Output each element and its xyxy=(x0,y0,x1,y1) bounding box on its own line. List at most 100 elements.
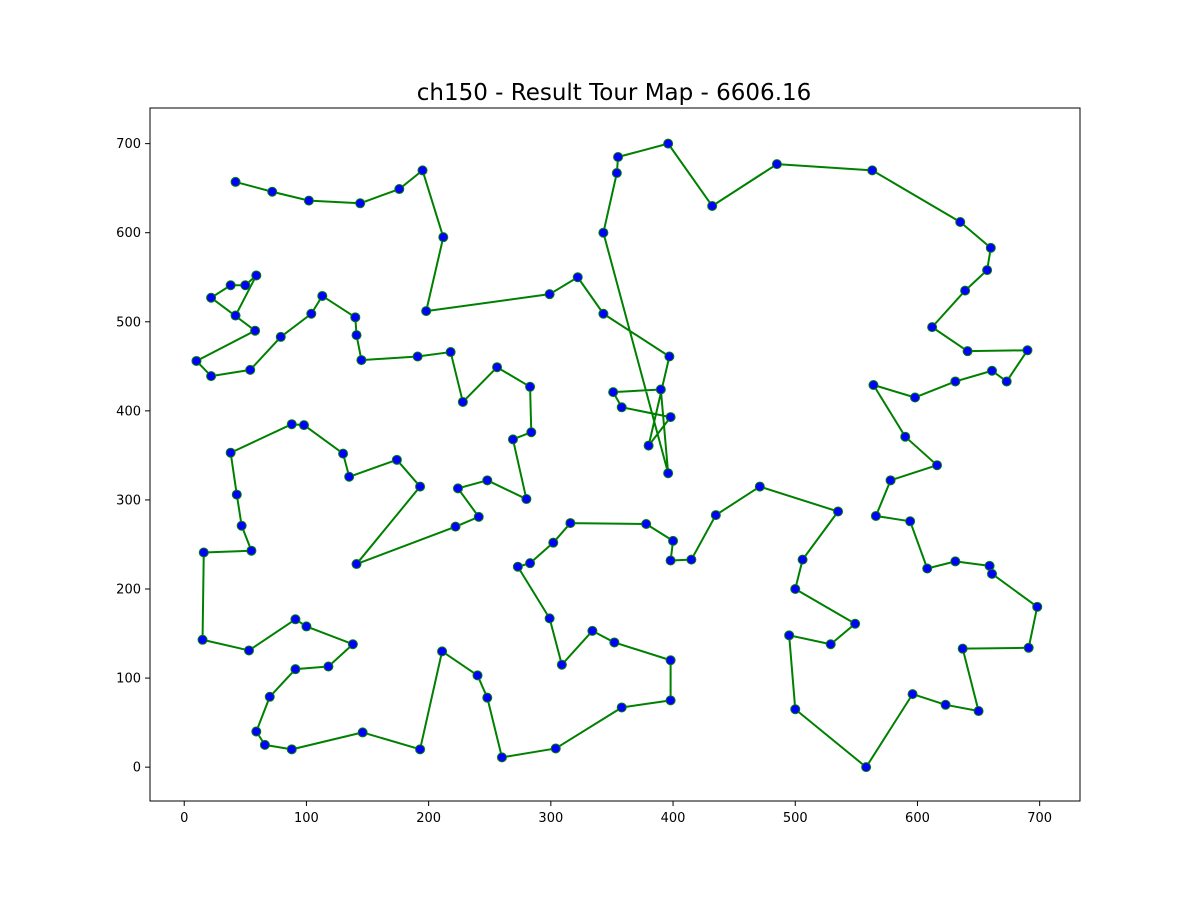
city-point xyxy=(526,382,535,391)
city-point xyxy=(513,562,522,571)
x-tick-label: 700 xyxy=(1027,811,1052,826)
city-point xyxy=(348,640,357,649)
city-point xyxy=(474,512,483,521)
city-point xyxy=(599,309,608,318)
city-point xyxy=(483,693,492,702)
city-point xyxy=(772,160,781,169)
city-point xyxy=(268,187,277,196)
city-point xyxy=(868,166,877,175)
city-point xyxy=(1023,346,1032,355)
city-point xyxy=(588,626,597,635)
city-point xyxy=(244,646,253,655)
city-point xyxy=(933,461,942,470)
city-point xyxy=(232,490,241,499)
city-point xyxy=(207,293,216,302)
city-point xyxy=(395,185,404,194)
city-point xyxy=(869,381,878,390)
city-point xyxy=(617,703,626,712)
y-tick-label: 600 xyxy=(116,226,141,241)
city-point xyxy=(551,744,560,753)
city-point xyxy=(438,647,447,656)
city-point xyxy=(708,201,717,210)
city-point xyxy=(358,728,367,737)
city-point xyxy=(508,435,517,444)
city-point xyxy=(527,428,536,437)
city-point xyxy=(901,432,910,441)
city-point xyxy=(246,365,255,374)
city-point xyxy=(231,311,240,320)
city-point xyxy=(791,585,800,594)
city-point xyxy=(304,196,313,205)
city-point xyxy=(291,665,300,674)
city-point xyxy=(963,347,972,356)
city-point xyxy=(458,397,467,406)
city-point xyxy=(352,560,361,569)
city-point xyxy=(357,356,366,365)
city-point xyxy=(666,556,675,565)
city-point xyxy=(617,403,626,412)
city-point xyxy=(493,363,502,372)
city-point xyxy=(665,352,674,361)
city-point xyxy=(483,476,492,485)
city-point xyxy=(862,763,871,772)
city-point xyxy=(265,692,274,701)
city-point xyxy=(941,700,950,709)
chart-title: ch150 - Result Tour Map - 6606.16 xyxy=(417,80,812,106)
city-point xyxy=(418,166,427,175)
y-tick-label: 400 xyxy=(116,404,141,419)
city-point xyxy=(392,455,401,464)
y-tick-label: 0 xyxy=(133,761,141,776)
city-point xyxy=(199,548,208,557)
city-point xyxy=(413,352,422,361)
city-point xyxy=(666,696,675,705)
city-point xyxy=(318,291,327,300)
city-point xyxy=(291,615,300,624)
city-point xyxy=(664,469,673,478)
x-tick-label: 0 xyxy=(180,811,188,826)
x-tick-label: 400 xyxy=(661,811,686,826)
city-point xyxy=(666,656,675,665)
city-point xyxy=(886,476,895,485)
city-point xyxy=(237,521,246,530)
city-point xyxy=(687,555,696,564)
city-point xyxy=(642,519,651,528)
city-point xyxy=(545,614,554,623)
y-tick-label: 500 xyxy=(116,315,141,330)
city-point xyxy=(231,177,240,186)
city-point xyxy=(241,281,250,290)
city-point xyxy=(974,707,983,716)
y-tick-label: 300 xyxy=(116,493,141,508)
city-point xyxy=(356,199,365,208)
city-point xyxy=(612,169,621,178)
city-point xyxy=(302,622,311,631)
city-point xyxy=(711,511,720,520)
city-point xyxy=(545,290,554,299)
city-point xyxy=(610,638,619,647)
city-point xyxy=(785,631,794,640)
city-point xyxy=(422,307,431,316)
city-point xyxy=(351,313,360,322)
city-point xyxy=(614,152,623,161)
city-point xyxy=(983,266,992,275)
city-point xyxy=(871,511,880,520)
city-point xyxy=(473,671,482,680)
city-point xyxy=(226,281,235,290)
city-point xyxy=(791,705,800,714)
city-point xyxy=(446,348,455,357)
city-point xyxy=(988,569,997,578)
city-point xyxy=(287,745,296,754)
city-point xyxy=(573,273,582,282)
city-point xyxy=(557,660,566,669)
x-tick-label: 200 xyxy=(416,811,441,826)
city-point xyxy=(451,522,460,531)
city-point xyxy=(911,393,920,402)
city-point xyxy=(192,356,201,365)
city-point xyxy=(986,243,995,252)
x-tick-label: 500 xyxy=(783,811,808,826)
city-point xyxy=(664,139,673,148)
city-point xyxy=(207,372,216,381)
city-point xyxy=(906,517,915,526)
city-point xyxy=(260,740,269,749)
